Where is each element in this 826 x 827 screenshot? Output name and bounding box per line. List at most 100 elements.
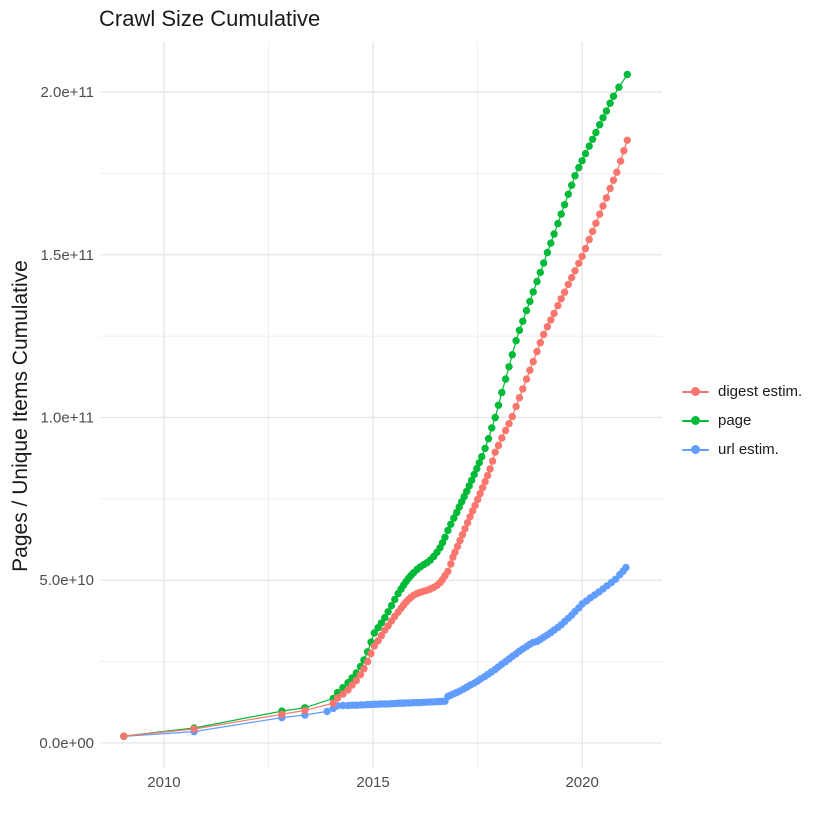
data-point-digest-estim — [533, 347, 541, 356]
data-point-page — [498, 388, 506, 397]
data-point-page — [475, 459, 483, 467]
data-point-page — [519, 317, 527, 325]
data-point-page — [571, 172, 579, 180]
data-point-digest-estim — [463, 518, 472, 527]
data-point-digest-estim — [370, 642, 378, 650]
data-point-digest-estim — [363, 657, 372, 666]
legend-key-page-icon — [682, 415, 709, 426]
data-point-page — [505, 363, 513, 371]
data-point-page — [533, 277, 541, 286]
x-tick-label: 2020 — [565, 774, 598, 791]
data-point-digest-estim — [550, 309, 558, 318]
data-point-page — [508, 351, 516, 359]
data-point-page — [391, 595, 399, 604]
data-point-page — [615, 83, 623, 91]
data-point-page — [602, 107, 611, 115]
series-url-estim — [120, 563, 630, 741]
data-point-page — [609, 92, 618, 101]
legend-key-url-estim-icon — [682, 444, 709, 455]
data-point-digest-estim — [367, 649, 375, 658]
data-point-digest-estim — [613, 168, 621, 176]
data-point-digest-estim — [592, 219, 600, 227]
legend-key-digest-estim-icon — [682, 386, 709, 397]
data-point-page — [543, 248, 552, 257]
data-point-page — [578, 157, 586, 165]
data-point-page — [592, 128, 600, 137]
legend: digest estim. page url estim. — [682, 377, 802, 464]
data-point-digest-estim — [571, 267, 579, 275]
series-digest-estim — [120, 136, 631, 740]
data-point-page — [381, 614, 389, 622]
data-point-page — [536, 268, 544, 277]
data-point-digest-estim — [620, 147, 628, 155]
data-point-digest-estim — [468, 507, 477, 515]
data-point-digest-estim — [444, 567, 452, 576]
data-point-digest-estim — [508, 412, 516, 421]
data-point-page — [447, 520, 455, 528]
gridlines-minor — [100, 42, 662, 768]
data-point-page — [512, 337, 520, 345]
data-point-page — [488, 424, 496, 432]
data-point-digest-estim — [488, 457, 497, 465]
data-point-digest-estim — [447, 560, 455, 568]
data-point-digest-estim — [451, 548, 459, 556]
data-point-digest-estim — [476, 490, 484, 498]
data-point-page — [387, 601, 396, 610]
data-point-page — [596, 121, 604, 129]
y-tick-label: 1.5e+11 — [40, 247, 94, 264]
data-point-page — [501, 375, 510, 383]
data-point-page — [560, 201, 569, 209]
data-point-digest-estim — [575, 259, 583, 267]
data-point-page — [540, 259, 548, 267]
data-point-page — [478, 452, 486, 461]
data-point-digest-estim — [494, 441, 503, 450]
y-tick-label: 1.0e+11 — [40, 410, 94, 427]
data-point-digest-estim — [190, 725, 198, 733]
data-point-page — [588, 135, 597, 143]
series-line-url-estim — [123, 567, 627, 737]
data-point-page — [526, 297, 534, 306]
data-point-digest-estim — [599, 202, 607, 210]
data-point-digest-estim — [616, 157, 625, 165]
data-point-digest-estim — [483, 471, 492, 480]
data-point-digest-estim — [519, 385, 527, 393]
y-tick-label: 0.0e+00 — [39, 735, 94, 752]
data-point-page — [491, 413, 499, 422]
data-point-page — [453, 508, 461, 517]
data-point-digest-estim — [564, 280, 572, 289]
data-point-page — [554, 219, 562, 228]
data-point-digest-estim — [526, 366, 534, 374]
data-point-page — [550, 230, 558, 238]
data-point-digest-estim — [522, 375, 531, 383]
data-point-digest-estim — [333, 694, 342, 702]
data-point-page — [370, 629, 378, 637]
legend-item-digest-estim: digest estim. — [682, 377, 802, 406]
data-point-digest-estim — [568, 273, 576, 282]
data-point-page — [494, 401, 503, 409]
data-point-digest-estim — [278, 710, 286, 718]
data-point-digest-estim — [540, 330, 548, 339]
data-point-digest-estim — [585, 235, 593, 244]
data-point-page — [463, 487, 471, 496]
series-page — [120, 70, 631, 740]
data-point-digest-estim — [344, 686, 352, 694]
legend-label-digest-estim: digest estim. — [718, 383, 803, 400]
data-point-digest-estim — [471, 501, 479, 510]
data-point-page — [441, 533, 449, 541]
data-point-page — [468, 476, 476, 484]
data-point-page — [529, 288, 537, 296]
data-point-page — [575, 163, 583, 172]
data-point-page — [484, 435, 493, 443]
data-point-digest-estim — [377, 631, 386, 640]
data-point-digest-estim — [581, 244, 590, 253]
data-point-page — [564, 190, 572, 198]
legend-item-url-estim: url estim. — [682, 435, 802, 464]
data-point-digest-estim — [543, 323, 552, 331]
data-point-digest-estim — [458, 531, 467, 539]
data-point-digest-estim — [498, 434, 506, 442]
data-point-digest-estim — [356, 670, 365, 679]
data-point-page — [384, 608, 392, 616]
y-tick-label: 5.0e+10 — [39, 572, 94, 589]
